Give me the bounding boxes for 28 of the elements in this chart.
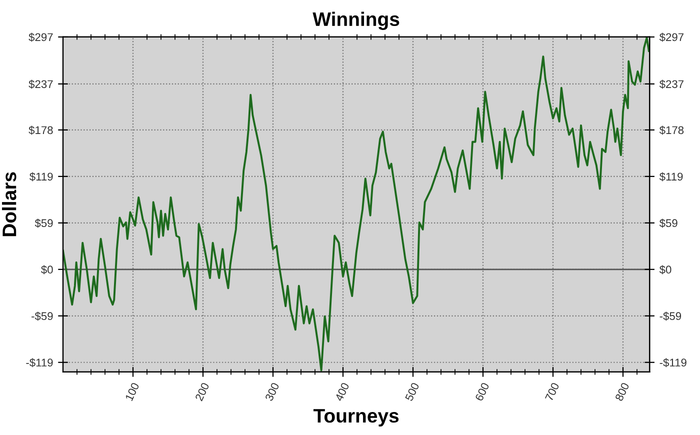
x-tick-label: 400	[334, 382, 350, 402]
y-tick-label: $297	[28, 32, 53, 42]
y2-tick-label: $237	[659, 80, 684, 89]
y2-tick-label: $178	[659, 126, 684, 135]
y-tick-label: $237	[28, 80, 53, 89]
y-tick-label: $119	[30, 172, 53, 182]
x-tick-label: 500	[404, 382, 420, 402]
chart-title: Winnings	[312, 12, 400, 30]
x-tick-label: 800	[614, 382, 630, 402]
y2-tick-label: $0	[659, 265, 672, 274]
y2-tick-label: $297	[659, 32, 684, 42]
y-axis-title: Dollars	[2, 172, 16, 236]
y2-tick-label: -$59	[660, 312, 682, 321]
y-tick-label: $59	[34, 218, 53, 228]
x-axis-title: Tourneys	[313, 409, 399, 427]
x-tick-label: 100	[125, 382, 140, 402]
y-tick-label: -$59	[32, 312, 53, 321]
y2-tick-label: -$119	[660, 358, 686, 368]
line-series	[63, 36, 650, 372]
x-tick-label: 300	[264, 382, 280, 402]
x-tick-label: 700	[544, 382, 560, 402]
x-tick-label: 600	[474, 382, 490, 402]
x-tick-label: 200	[194, 382, 210, 402]
y2-tick-label: $59	[659, 218, 678, 228]
y-tick-label: $0	[41, 265, 53, 274]
y-tick-label: $178	[28, 126, 53, 135]
y-tick-label: -$119	[26, 358, 53, 368]
y2-tick-label: $119	[659, 172, 683, 182]
